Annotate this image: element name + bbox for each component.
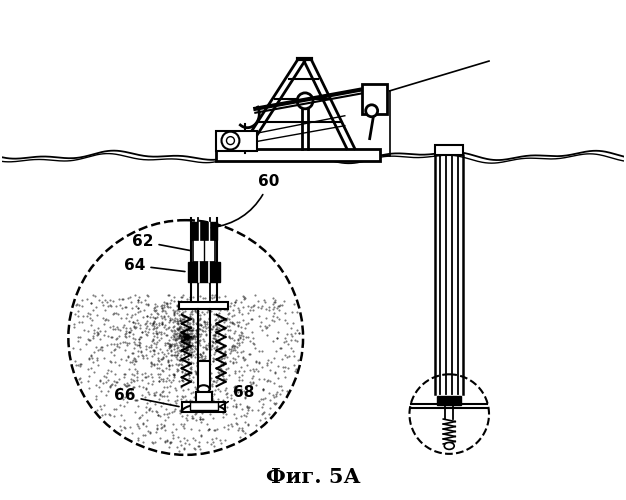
Text: 68: 68 xyxy=(221,385,255,406)
Bar xyxy=(215,148,379,160)
Ellipse shape xyxy=(444,442,454,450)
Bar xyxy=(196,392,212,402)
Circle shape xyxy=(222,132,239,150)
Text: 60: 60 xyxy=(212,174,280,228)
Bar xyxy=(438,396,461,405)
Circle shape xyxy=(366,105,377,117)
Bar xyxy=(193,240,215,262)
Bar xyxy=(182,402,225,412)
Circle shape xyxy=(227,136,235,144)
Ellipse shape xyxy=(198,385,210,393)
Bar xyxy=(362,84,387,114)
Text: 64: 64 xyxy=(124,258,185,273)
Bar xyxy=(191,222,217,240)
Circle shape xyxy=(409,374,489,454)
Bar xyxy=(179,302,228,308)
Text: Фиг. 5А: Фиг. 5А xyxy=(265,466,361,486)
Bar xyxy=(188,262,220,282)
Bar xyxy=(198,362,210,389)
Bar xyxy=(215,130,257,150)
Bar xyxy=(435,144,463,154)
Text: 66: 66 xyxy=(114,388,179,406)
Circle shape xyxy=(297,93,313,109)
Bar xyxy=(198,222,208,240)
Bar xyxy=(190,402,217,410)
Text: 62: 62 xyxy=(132,234,190,250)
